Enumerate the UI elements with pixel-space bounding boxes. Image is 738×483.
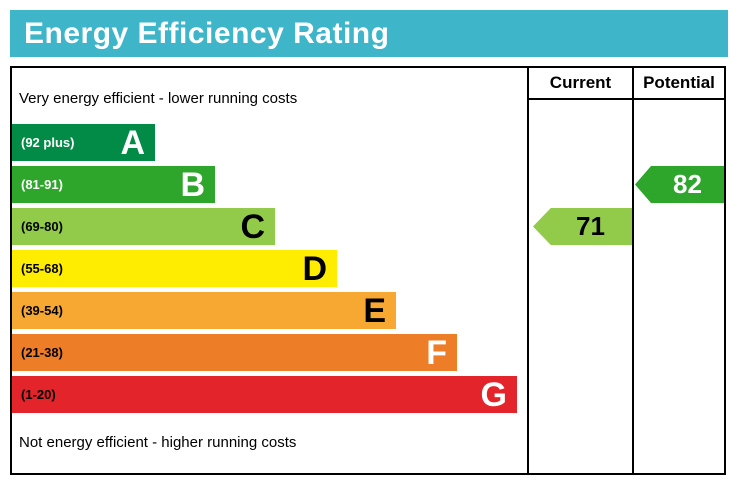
band-range-label: (69-80) (21, 219, 63, 234)
band-row-g: (1-20) G (12, 376, 517, 413)
band-range-label: (1-20) (21, 387, 56, 402)
current-rating-arrow: 71 (533, 208, 632, 245)
band-row-d: (55-68) D (12, 250, 337, 287)
potential-rating-arrow: 82 (635, 166, 724, 203)
band-range-label: (55-68) (21, 261, 63, 276)
chart-frame: Current Potential Very energy efficient … (10, 66, 726, 475)
potential-rating-value: 82 (673, 169, 702, 199)
potential-column-divider (632, 68, 634, 473)
band-row-a: (92 plus) A (12, 124, 155, 161)
bottom-note: Not energy efficient - higher running co… (19, 434, 297, 451)
column-header-potential: Potential (643, 73, 715, 92)
band-range-label: (21-38) (21, 345, 63, 360)
band-letter: F (426, 333, 447, 372)
current-rating-value: 71 (576, 211, 605, 241)
band-range-label: (81-91) (21, 177, 63, 192)
band-letter: E (363, 291, 386, 330)
band-range-label: (39-54) (21, 303, 63, 318)
band-letter: B (180, 165, 205, 204)
band-letter: A (120, 123, 145, 162)
band-row-e: (39-54) E (12, 292, 396, 329)
band-range-label: (92 plus) (21, 135, 75, 150)
band-row-b: (81-91) B (12, 166, 215, 203)
column-header-current: Current (549, 73, 612, 92)
band-row-f: (21-38) F (12, 334, 457, 371)
header-underline (527, 98, 724, 100)
band-letter: C (240, 207, 265, 246)
page-title: Energy Efficiency Rating (10, 10, 728, 57)
band-letter: D (302, 249, 327, 288)
current-column-divider (527, 68, 529, 473)
top-note: Very energy efficient - lower running co… (19, 90, 298, 107)
band-letter: G (480, 375, 507, 414)
band-row-c: (69-80) C (12, 208, 275, 245)
